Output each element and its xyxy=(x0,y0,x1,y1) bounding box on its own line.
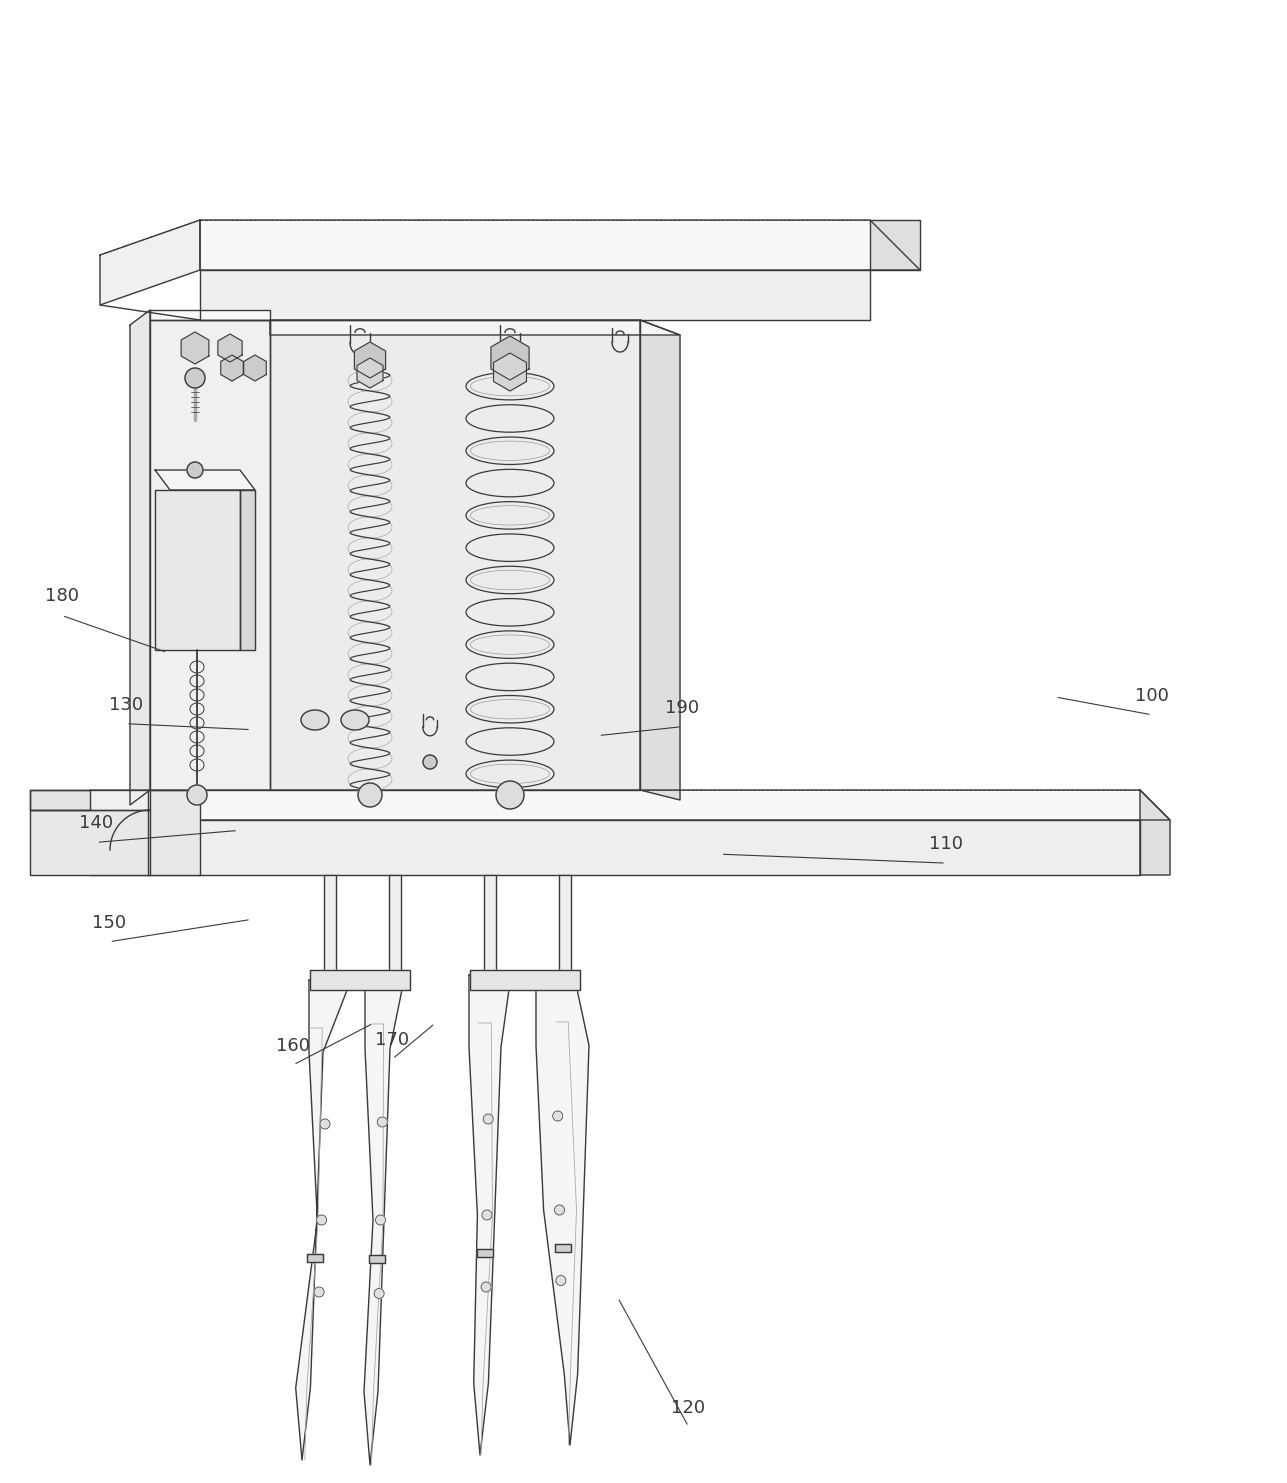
Circle shape xyxy=(495,782,524,810)
Polygon shape xyxy=(476,1249,493,1258)
Polygon shape xyxy=(324,875,336,980)
Text: 190: 190 xyxy=(665,698,699,716)
Polygon shape xyxy=(270,320,680,335)
Polygon shape xyxy=(239,489,255,650)
Polygon shape xyxy=(151,310,270,320)
Circle shape xyxy=(375,1289,384,1299)
Circle shape xyxy=(483,1210,492,1221)
Polygon shape xyxy=(468,974,511,1455)
Polygon shape xyxy=(296,980,351,1459)
Text: 150: 150 xyxy=(93,914,126,931)
Polygon shape xyxy=(490,337,529,380)
Polygon shape xyxy=(151,320,270,790)
Circle shape xyxy=(314,1287,324,1298)
Polygon shape xyxy=(90,820,1140,875)
Polygon shape xyxy=(90,790,1170,820)
Circle shape xyxy=(320,1120,329,1129)
Polygon shape xyxy=(130,310,151,805)
Polygon shape xyxy=(535,974,589,1444)
Text: 100: 100 xyxy=(1135,687,1169,704)
Polygon shape xyxy=(356,357,384,389)
Circle shape xyxy=(555,1206,565,1215)
Polygon shape xyxy=(100,219,199,305)
Polygon shape xyxy=(154,470,255,489)
Polygon shape xyxy=(559,875,571,980)
Polygon shape xyxy=(221,354,243,381)
Ellipse shape xyxy=(301,710,329,730)
Polygon shape xyxy=(154,489,239,650)
Polygon shape xyxy=(364,974,405,1465)
Circle shape xyxy=(187,463,203,478)
Circle shape xyxy=(483,1114,493,1124)
Polygon shape xyxy=(369,1255,385,1264)
Text: 170: 170 xyxy=(376,1031,409,1048)
Polygon shape xyxy=(30,790,90,810)
Polygon shape xyxy=(389,875,402,980)
Circle shape xyxy=(481,1281,492,1292)
Ellipse shape xyxy=(341,710,369,730)
Circle shape xyxy=(556,1275,566,1286)
Polygon shape xyxy=(199,270,870,320)
Polygon shape xyxy=(218,334,242,362)
Polygon shape xyxy=(148,790,199,875)
Circle shape xyxy=(185,368,205,389)
Polygon shape xyxy=(354,343,386,378)
Circle shape xyxy=(358,783,382,807)
Text: 130: 130 xyxy=(109,696,143,713)
Polygon shape xyxy=(30,810,151,875)
Polygon shape xyxy=(181,332,208,363)
Text: 180: 180 xyxy=(45,587,79,605)
Circle shape xyxy=(423,755,438,770)
Circle shape xyxy=(377,1117,387,1127)
Text: 110: 110 xyxy=(929,835,963,853)
Polygon shape xyxy=(199,219,920,270)
Text: 140: 140 xyxy=(80,814,113,832)
Circle shape xyxy=(376,1215,386,1225)
Polygon shape xyxy=(470,970,580,991)
Polygon shape xyxy=(270,320,640,790)
Circle shape xyxy=(317,1215,327,1225)
Polygon shape xyxy=(243,354,266,381)
Polygon shape xyxy=(310,970,411,991)
Polygon shape xyxy=(30,790,151,810)
Text: 120: 120 xyxy=(672,1398,705,1416)
Circle shape xyxy=(552,1111,562,1121)
Polygon shape xyxy=(1140,790,1170,875)
Polygon shape xyxy=(306,1255,323,1262)
Polygon shape xyxy=(484,875,495,980)
Polygon shape xyxy=(870,219,920,270)
Text: 160: 160 xyxy=(277,1037,310,1054)
Polygon shape xyxy=(640,320,680,799)
Polygon shape xyxy=(493,353,526,392)
Circle shape xyxy=(187,785,207,805)
Polygon shape xyxy=(555,1244,571,1252)
